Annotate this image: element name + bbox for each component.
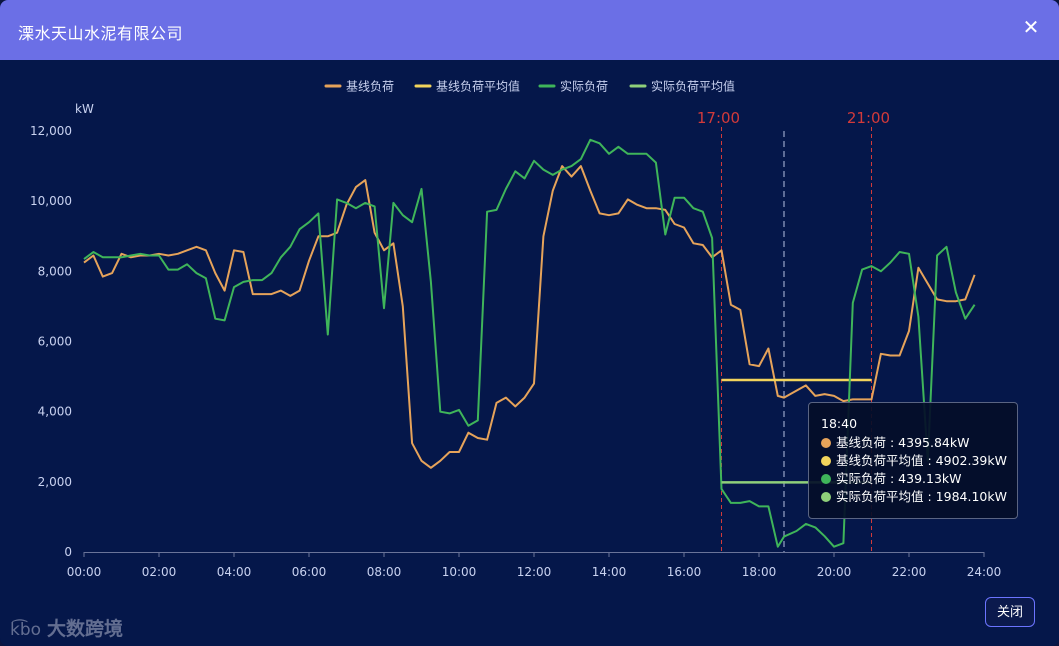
x-axis: 00:00 02:00 04:00 06:00 08:00 10:00 12:00 14:00…: [67, 552, 1002, 579]
y-tick-label: 8,000: [38, 264, 72, 278]
x-tick-label: 08:00: [367, 565, 402, 579]
y-axis: kW 0 2,000 4,000 6,000 8,000 10,000 12,000: [30, 102, 94, 559]
y-tick-label: 0: [64, 545, 72, 559]
legend-label: 实际负荷平均值: [651, 79, 735, 94]
legend-label: 基线负荷: [346, 80, 394, 94]
x-tick-label: 24:00: [967, 565, 1002, 579]
y-tick-label: 2,000: [38, 475, 72, 489]
x-tick-label: 14:00: [592, 565, 627, 579]
tooltip-row-label: 基线负荷 : 4395.84kW: [836, 435, 970, 450]
x-tick-label: 02:00: [142, 565, 177, 579]
chart-legend[interactable]: 基线负荷 基线负荷平均值 实际负荷 实际负荷平均值: [324, 79, 735, 94]
series-line-0: [83, 165, 976, 469]
y-tick-label: 10,000: [30, 194, 72, 208]
y-tick-label: 12,000: [30, 124, 72, 138]
series-line-2: [83, 138, 976, 548]
y-axis-unit: kW: [75, 102, 94, 116]
tooltip-row-label: 实际负荷 : 439.13kW: [836, 471, 962, 486]
dialog-body: [0, 60, 1059, 646]
legend-label: 基线负荷平均值: [436, 79, 520, 94]
tooltip-row: 实际负荷 : 439.13kW: [821, 470, 962, 488]
tooltip-time: 18:40: [821, 416, 858, 431]
dialog-title: 溧水天山水泥有限公司: [18, 24, 184, 43]
x-tick-label: 22:00: [892, 565, 927, 579]
x-tick-label: 16:00: [667, 565, 702, 579]
x-tick-label: 06:00: [292, 565, 327, 579]
tooltip-row: 基线负荷 : 4395.84kW: [821, 434, 969, 452]
chart-tooltip: 18:40 基线负荷 : 4395.84kW 基线负荷平均值 : 4902.39…: [808, 402, 1018, 519]
tooltip-dot: [821, 438, 831, 448]
dialog-header: 溧水天山水泥有限公司 ✕: [0, 0, 1059, 60]
tooltip-dot: [821, 492, 831, 502]
x-tick-label: 04:00: [217, 565, 252, 579]
tooltip-row-label: 实际负荷平均值 : 1984.10kW: [836, 489, 1007, 504]
time-marker-label: 17:00: [697, 109, 740, 127]
close-button[interactable]: 关闭: [985, 597, 1035, 627]
x-tick-label: 00:00: [67, 565, 102, 579]
close-icon[interactable]: ✕: [1022, 15, 1040, 39]
x-tick-label: 10:00: [442, 565, 477, 579]
time-marker-label: 21:00: [847, 109, 890, 127]
tooltip-row-label: 基线负荷平均值 : 4902.39kW: [836, 453, 1007, 468]
tooltip-row: 实际负荷平均值 : 1984.10kW: [821, 488, 1007, 506]
tooltip-row: 基线负荷平均值 : 4902.39kW: [821, 452, 1007, 470]
watermark: k͡bo 大数跨境: [10, 614, 123, 641]
y-tick-label: 4,000: [38, 405, 72, 419]
watermark-logo: k͡bo: [10, 620, 42, 640]
legend-label: 实际负荷: [560, 79, 608, 94]
y-tick-label: 6,000: [38, 335, 72, 349]
x-tick-label: 20:00: [817, 565, 852, 579]
tooltip-dot: [821, 474, 831, 484]
watermark-text: 大数跨境: [47, 618, 124, 640]
x-tick-label: 18:00: [742, 565, 777, 579]
x-tick-label: 12:00: [517, 565, 552, 579]
tooltip-dot: [821, 456, 831, 466]
